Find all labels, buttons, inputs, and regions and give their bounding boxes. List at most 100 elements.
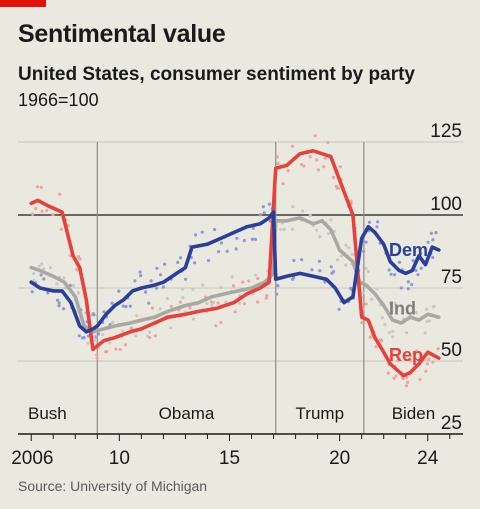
chart-title: Sentimental value [18,20,226,48]
scatter-dot [281,182,285,186]
scatter-dot [134,334,138,338]
scatter-dot [316,168,320,172]
scatter-dot [55,282,59,286]
scatter-dot [275,155,279,159]
scatter-dot [308,214,312,218]
scatter-dot [313,134,317,138]
x-tick-label: 24 [417,448,439,469]
scatter-dot [364,266,368,270]
scatter-dot [261,205,265,209]
scatter-dot [120,329,124,333]
scatter-dot [231,284,236,288]
scatter-dot [338,165,342,169]
scatter-dot [387,330,392,334]
scatter-dot [415,349,419,353]
scatter-dot [391,329,395,333]
scatter-dot [276,284,280,288]
scatter-dot [258,213,262,217]
scatter-dot [431,238,435,242]
scatter-dot [234,247,238,251]
scatter-dot [200,230,204,234]
era-label-biden: Biden [392,404,435,423]
scatter-dot [184,277,188,281]
scatter-dot [57,304,61,308]
scatter-dot [118,347,122,352]
scatter-dot [282,227,286,231]
era-label-bush: Bush [28,404,67,423]
scatter-dot [210,304,214,308]
scatter-dot [148,330,152,334]
scatter-dot [32,278,36,282]
y-tick-label: 50 [441,340,462,361]
scatter-dot [39,185,43,189]
scatter-dot [71,284,75,288]
scatter-dot [214,324,218,328]
scatter-dot [425,362,430,366]
scatter-dot [383,322,387,327]
scatter-dot [192,317,196,321]
scatter-dot [32,271,36,276]
scatter-dot [318,235,322,239]
scatter-dot [58,192,62,196]
scatter-dot [367,220,372,224]
chart-subtitle: United States, consumer sentiment by par… [18,64,415,85]
scatter-dot [330,271,334,275]
scatter-dot [291,205,295,209]
scatter-dot [387,268,391,272]
scatter-dot [344,243,348,247]
scatter-dot [292,258,296,263]
scatter-dot [133,279,137,283]
scatter-dot [158,307,162,311]
scatter-dot [374,345,378,349]
scatter-dot [308,155,312,159]
scatter-dot [406,287,410,291]
scatter-dot [334,184,338,188]
series-label-dem: Dem [389,240,428,260]
scatter-dot [46,291,50,295]
scatter-dot [336,186,341,190]
scatter-dot [233,310,237,314]
scatter-dot [94,338,98,342]
scatter-dot [129,326,133,330]
scatter-dot [161,285,166,289]
scatter-dot [77,334,81,338]
scatter-dot [111,320,115,325]
scatter-dot [242,301,246,306]
scatter-dot [230,275,234,279]
scatter-dot [397,260,402,264]
scatter-dot [159,273,163,277]
x-tick-label: 10 [109,448,130,469]
scatter-dot [31,212,35,216]
scatter-dot [235,236,239,240]
scatter-dot [290,227,294,231]
scatter-dot [176,260,180,264]
scatter-dot [95,356,99,360]
scatter-dot [149,279,153,283]
scatter-dot [299,163,304,167]
scatter-dot [45,209,49,213]
scatter-dot [59,227,64,231]
scatter-dot [62,276,66,280]
scatter-dot [349,199,353,203]
scatter-dot [380,339,384,343]
scatter-dot [42,277,46,281]
scatter-dot [329,218,333,222]
scatter-dot [391,335,395,339]
era-label-trump: Trump [296,404,345,423]
scatter-dot [414,268,418,272]
scatter-dot [302,164,306,168]
scatter-dot [117,289,121,293]
scatter-dot [193,261,197,265]
scatter-dot [62,307,66,311]
scatter-dot [411,259,415,263]
scatter-dot [336,258,340,262]
scatter-dot [399,286,403,290]
x-tick-label: 20 [329,448,350,469]
scatter-dot [362,249,366,253]
scatter-dot [40,262,44,266]
scatter-dot [191,287,195,291]
scatter-dot [301,209,305,213]
scatter-dot [404,384,409,388]
scatter-dot [225,249,229,253]
scatter-dot [431,360,435,364]
